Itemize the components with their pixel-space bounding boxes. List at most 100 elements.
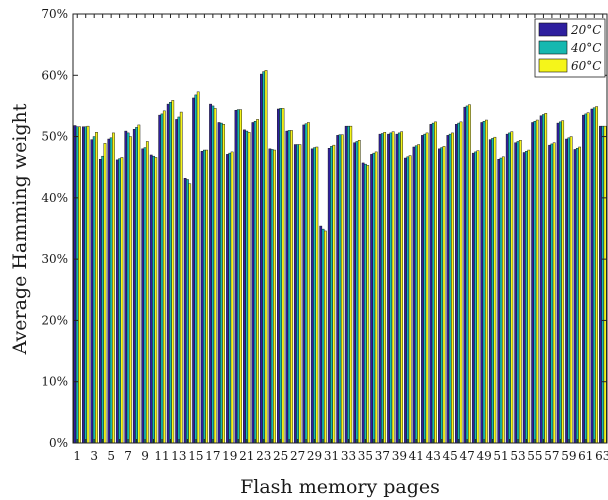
- bar-s3-page-53: [518, 140, 522, 444]
- x-tick-label: 51: [493, 449, 508, 463]
- x-tick-label: 47: [460, 449, 475, 463]
- bar-s3-page-62: [595, 106, 598, 444]
- bar-s1-page-38: [387, 133, 390, 444]
- bar-s2-page-12: [169, 102, 172, 444]
- bar-s2-page-62: [592, 107, 596, 444]
- bar-s1-page-18: [217, 122, 221, 444]
- bar-s2-page-24: [270, 149, 274, 444]
- bar-s1-page-32: [336, 135, 340, 444]
- x-tick-label: 37: [375, 449, 390, 463]
- bar-s1-page-52: [505, 133, 509, 444]
- bar-s2-page-46: [457, 122, 461, 444]
- bar-s2-page-11: [160, 113, 164, 444]
- bar-s1-page-20: [234, 109, 238, 444]
- bar-s3-page-46: [459, 121, 463, 444]
- bar-s2-page-41: [414, 145, 418, 444]
- bar-s2-page-3: [92, 136, 96, 444]
- y-tick-label: 20%: [41, 313, 68, 327]
- bar-s1-page-22: [251, 122, 255, 444]
- y-tick-label: 50%: [41, 130, 68, 144]
- x-tick-label: 41: [409, 449, 424, 463]
- bar-s2-page-21: [245, 130, 249, 444]
- x-tick-label: 29: [307, 449, 322, 463]
- bar-s2-page-45: [448, 133, 452, 444]
- bar-s2-page-55: [533, 121, 537, 444]
- bar-s3-page-41: [417, 144, 420, 444]
- bar-s2-page-7: [126, 132, 130, 444]
- x-tick-label: 57: [544, 449, 559, 463]
- bar-s3-page-14: [188, 183, 192, 444]
- bar-s1-page-59: [565, 138, 568, 444]
- bar-s1-page-23: [260, 73, 263, 444]
- x-tick-label: 39: [392, 449, 407, 463]
- bar-s3-page-1: [78, 126, 81, 444]
- bar-s2-page-29: [313, 147, 316, 444]
- bar-s2-page-48: [474, 151, 477, 444]
- bar-s2-page-28: [304, 123, 308, 444]
- bar-s1-page-30: [319, 225, 323, 444]
- bar-s2-page-37: [381, 133, 384, 444]
- bar-s1-page-35: [361, 162, 365, 444]
- bar-s3-page-13: [179, 111, 183, 444]
- bar-s1-page-37: [378, 133, 382, 444]
- bar-s2-page-47: [465, 105, 469, 444]
- bar-s2-page-14: [186, 179, 189, 444]
- bar-s2-page-5: [109, 137, 113, 444]
- bar-s3-page-36: [374, 151, 378, 444]
- bar-s2-page-61: [584, 113, 588, 444]
- bar-s2-page-39: [397, 132, 401, 444]
- bar-s3-page-51: [501, 156, 505, 444]
- bar-s3-page-21: [247, 132, 251, 444]
- bar-s2-page-60: [575, 147, 579, 444]
- bar-s1-page-12: [166, 103, 170, 444]
- bars-layer: [73, 70, 607, 444]
- bar-s2-page-16: [203, 149, 206, 444]
- bar-s3-page-4: [103, 143, 107, 444]
- x-tick-label: 63: [595, 449, 608, 463]
- bar-s3-page-25: [281, 108, 285, 444]
- bar-s1-page-9: [141, 148, 145, 444]
- bar-s2-page-58: [559, 121, 562, 444]
- bar-s3-page-16: [205, 149, 209, 444]
- bar-s1-page-24: [268, 148, 272, 444]
- bar-s1-page-56: [539, 115, 543, 444]
- y-tick-label: 40%: [41, 191, 68, 205]
- bar-s1-page-51: [497, 159, 501, 444]
- x-tick-label: 3: [90, 449, 98, 463]
- bar-s3-page-56: [544, 113, 548, 444]
- bar-s1-page-1: [73, 125, 77, 444]
- x-axis-title: Flash memory pages: [240, 476, 440, 498]
- bar-s2-page-42: [423, 133, 427, 444]
- x-tick-label: 61: [578, 449, 593, 463]
- bar-s1-page-34: [353, 142, 357, 444]
- bar-s1-page-2: [82, 126, 85, 444]
- bar-s3-page-47: [468, 104, 471, 444]
- bar-s3-page-15: [196, 91, 200, 444]
- legend: 20°C 40°C 60°C: [534, 18, 606, 78]
- bar-s3-page-48: [476, 150, 480, 444]
- y-tick-label: 60%: [41, 68, 68, 82]
- bar-s3-page-49: [485, 119, 488, 444]
- bar-s1-page-43: [429, 124, 433, 444]
- x-tick-label: 21: [239, 449, 254, 463]
- bar-s2-page-22: [253, 121, 257, 444]
- bar-s3-page-33: [349, 125, 353, 444]
- bar-s1-page-39: [395, 133, 399, 444]
- bar-s2-page-33: [347, 125, 350, 444]
- bar-s3-page-31: [332, 144, 336, 444]
- bar-s3-page-63: [603, 125, 607, 444]
- legend-label-2: 40°C: [570, 41, 601, 55]
- bar-s2-page-17: [211, 105, 215, 444]
- bar-s3-page-57: [552, 142, 556, 444]
- bar-s1-page-45: [446, 135, 450, 444]
- bar-s3-page-7: [129, 136, 132, 444]
- bar-s1-page-41: [412, 146, 416, 444]
- bar-s2-page-56: [542, 114, 545, 444]
- bar-s1-page-29: [310, 148, 314, 444]
- x-tick-label: 1: [73, 449, 81, 463]
- bar-s3-page-42: [425, 132, 429, 444]
- bar-s1-page-31: [327, 147, 331, 444]
- bar-s1-page-15: [192, 97, 195, 444]
- legend-swatch-2: [538, 40, 568, 55]
- bar-s1-page-48: [471, 152, 475, 444]
